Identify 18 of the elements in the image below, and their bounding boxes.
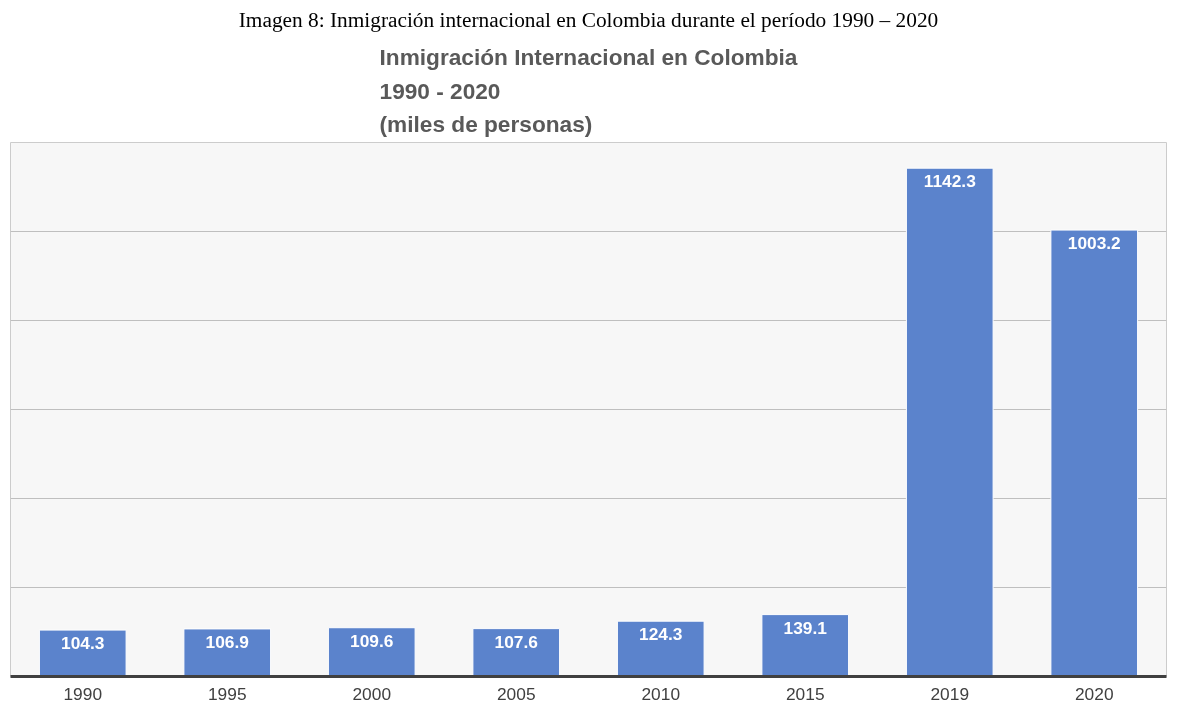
data-label: 104.3 <box>61 633 105 654</box>
x-tick-label: 1990 <box>63 683 103 702</box>
data-label: 107.6 <box>494 631 539 652</box>
x-tick-label: 2015 <box>785 683 825 702</box>
x-tick-label: 2020 <box>1074 683 1114 702</box>
data-label: 124.3 <box>639 624 683 645</box>
data-label: 1003.2 <box>1067 233 1121 254</box>
x-tick-label: 2019 <box>930 683 970 702</box>
text: Imagen 8: Inmigración internacional en Colombia durante el período 1990 – 2020 <box>238 7 939 32</box>
data-label: 1142.3 <box>923 171 977 192</box>
x-tick-label: 2010 <box>641 683 681 702</box>
data-label: 109.6 <box>350 630 394 651</box>
x-tick-label: 2000 <box>352 683 392 702</box>
chart-title: Inmigración Internacional en Colombia 1990 - 2020 (miles de personas) <box>379 43 798 138</box>
x-tick-label: 2005 <box>496 683 536 702</box>
x-tick-label: 1995 <box>207 683 247 702</box>
data-label: 139.1 <box>783 617 828 638</box>
data-label: 106.9 <box>205 631 249 652</box>
